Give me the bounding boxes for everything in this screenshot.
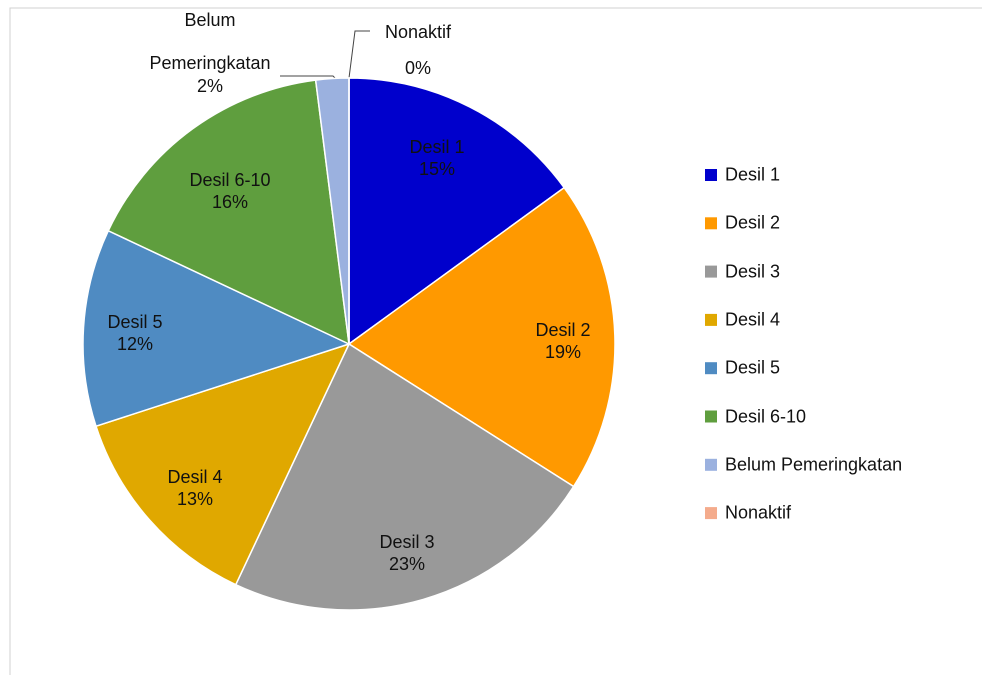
data-label-name: Desil 1 [409, 137, 465, 157]
data-label-name: Desil 2 [535, 320, 591, 340]
data-label-value: 16% [211, 192, 249, 212]
pie-slice [347, 186, 616, 488]
data-label-value: 15% [418, 159, 456, 179]
data-label: Desil 3 23% [347, 531, 467, 575]
legend-swatch [705, 410, 717, 423]
data-label-name: Desil 4 [167, 467, 223, 487]
legend-label: Desil 6-10 [725, 406, 807, 426]
legend-label: Desil 2 [725, 212, 781, 233]
pie-slice [95, 342, 351, 586]
legend-swatch [705, 313, 717, 326]
pie-slice [107, 79, 350, 346]
data-label-value: 23% [388, 554, 426, 574]
data-label-value: 0% [404, 58, 431, 78]
legend-label: Desil 1 [725, 164, 781, 185]
data-label-value: 13% [176, 489, 214, 509]
legend-label: Desil 3 [725, 261, 781, 282]
pie-slice [82, 229, 352, 428]
data-label: Desil 1 15% [377, 136, 497, 180]
data-label: Nonaktif 0% [358, 21, 478, 79]
legend-label: Belum Pemeringkatan [725, 454, 903, 475]
legend-swatch [705, 217, 717, 230]
data-label: Desil 4 13% [135, 466, 255, 510]
legend-swatch [705, 507, 717, 520]
data-label-value: 12% [116, 334, 154, 354]
chart-border [9, 7, 982, 675]
pie-slice [348, 77, 566, 346]
data-label: Desil 5 12% [75, 311, 195, 355]
data-label-name: Desil 5 [107, 312, 163, 332]
leader-line [348, 30, 370, 79]
legend-label: Nonaktif [725, 502, 792, 523]
data-label: Belum Pemeringkatan 2% [135, 0, 285, 97]
data-label-name: Desil 6-10 [189, 170, 271, 190]
legend-label: Desil 4 [725, 309, 781, 330]
data-label-name: Belum Pemeringkatan [149, 10, 271, 73]
legend-swatch [705, 265, 717, 278]
data-label-name: Desil 3 [379, 532, 435, 552]
data-label-name: Nonaktif [384, 22, 452, 42]
data-label-value: 19% [544, 342, 582, 362]
pie-slice [234, 342, 575, 611]
data-label: Desil 6-10 16% [170, 169, 290, 213]
data-label: Desil 2 19% [503, 319, 623, 363]
legend-swatch [705, 362, 717, 375]
legend-swatch [705, 458, 717, 471]
legend-swatch [705, 169, 717, 181]
legend-label: Desil 5 [725, 357, 781, 378]
data-label-value: 2% [196, 76, 223, 96]
